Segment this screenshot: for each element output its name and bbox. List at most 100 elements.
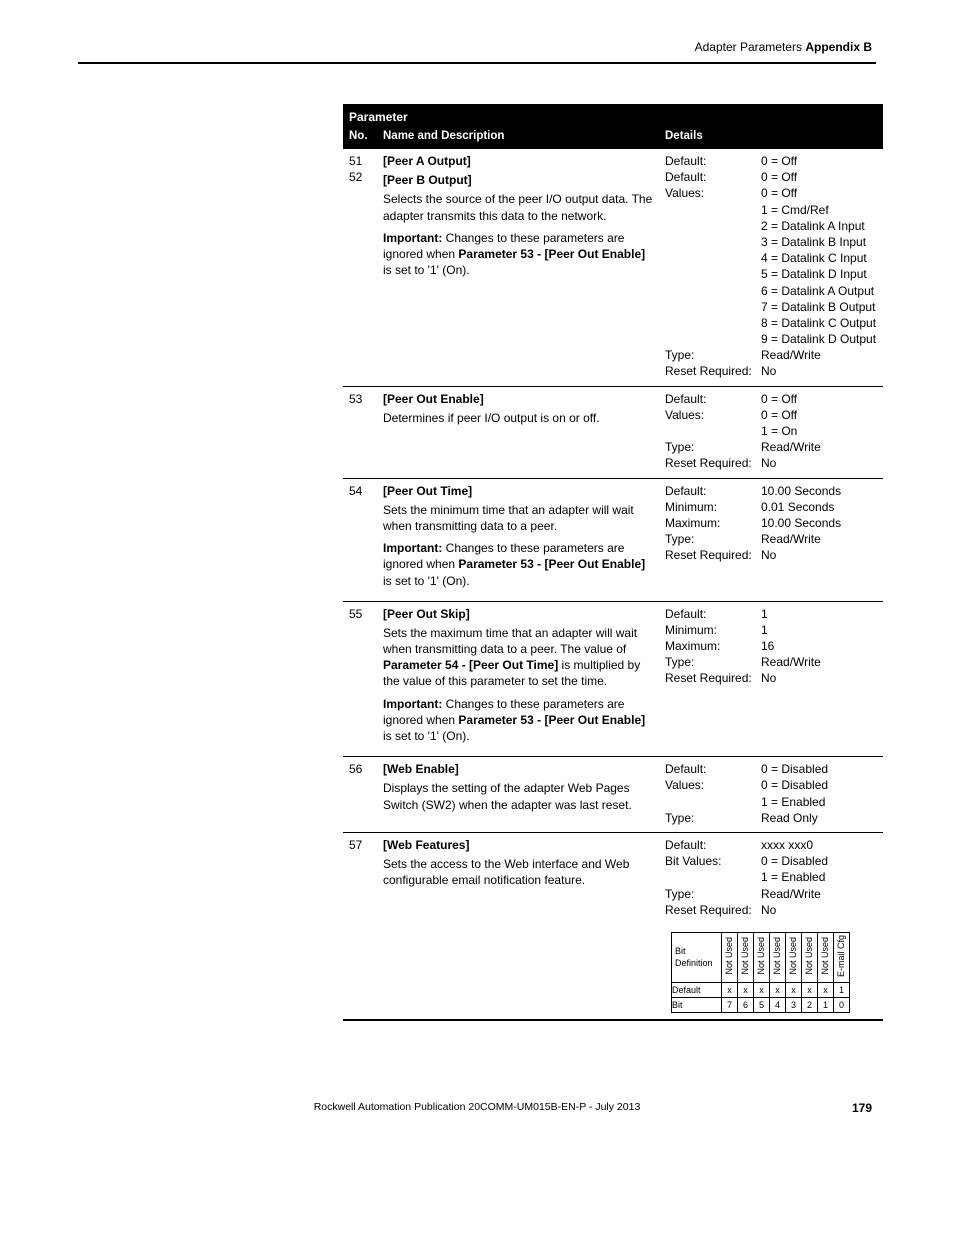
- table-header: Parameter: [343, 106, 883, 128]
- page-number: 179: [852, 1101, 872, 1115]
- detail-key: Type:: [665, 810, 761, 826]
- detail-key: Default:: [665, 606, 761, 622]
- detail-kv: Minimum:0.01 Seconds: [665, 499, 877, 515]
- param-important: Important: Changes to these parameters a…: [383, 540, 655, 589]
- page-footer: Rockwell Automation Publication 20COMM-U…: [78, 1101, 876, 1113]
- detail-kv: Type:Read/Write: [665, 439, 877, 455]
- detail-key: Values:: [665, 407, 761, 439]
- detail-value: 16: [761, 638, 877, 654]
- detail-kv: Type:Read/Write: [665, 531, 877, 547]
- detail-key: Default:: [665, 153, 761, 169]
- param-title: [Peer B Output]: [383, 172, 655, 188]
- page: Adapter Parameters Appendix B Parameter …: [0, 0, 954, 1153]
- table-row: 54[Peer Out Time]Sets the minimum time t…: [343, 478, 883, 601]
- detail-kv: Reset Required:No: [665, 455, 877, 471]
- detail-value: Read/Write: [761, 347, 877, 363]
- row-number: 56: [349, 761, 383, 826]
- row-name: [Peer A Output] [Peer B Output] Selects th…: [383, 153, 665, 380]
- detail-value: 0 = Off1 = Cmd/Ref2 = Datalink A Input3 …: [761, 185, 877, 347]
- param-title: [Peer Out Enable]: [383, 391, 655, 407]
- header-rule: [78, 62, 876, 64]
- footer-publication: Rockwell Automation Publication 20COMM-U…: [314, 1101, 641, 1113]
- detail-value: No: [761, 455, 877, 471]
- detail-key: Default:: [665, 169, 761, 185]
- row-name: [Peer Out Skip] Sets the maximum time tha…: [383, 606, 665, 751]
- table-row: 55[Peer Out Skip] Sets the maximum time t…: [343, 601, 883, 757]
- col-header-details: Details: [665, 130, 877, 142]
- param-title: [Web Features]: [383, 837, 655, 853]
- param-description: Sets the minimum time that an adapter wi…: [383, 502, 655, 534]
- param-important: Important: Changes to these parameters a…: [383, 696, 655, 745]
- row-number: 55: [349, 606, 383, 751]
- detail-value: 0 = Off: [761, 153, 877, 169]
- detail-key: Bit Values:: [665, 853, 761, 885]
- detail-key: Default:: [665, 837, 761, 853]
- param-title: [Peer A Output]: [383, 153, 655, 169]
- detail-kv: Type:Read/Write: [665, 347, 877, 363]
- detail-key: Minimum:: [665, 622, 761, 638]
- row-details: Default:0 = DisabledValues:0 = Disabled1…: [665, 761, 877, 826]
- param-description: Determines if peer I/O output is on or o…: [383, 410, 655, 426]
- detail-key: Maximum:: [665, 515, 761, 531]
- table-row: 5152[Peer A Output][Peer B Output]Select…: [343, 148, 883, 386]
- detail-value: No: [761, 902, 877, 918]
- param-description: Selects the source of the peer I/O outpu…: [383, 191, 655, 223]
- table-row: 53[Peer Out Enable]Determines if peer I/…: [343, 386, 883, 478]
- detail-key: Reset Required:: [665, 455, 761, 471]
- detail-key: Type:: [665, 347, 761, 363]
- detail-value: 0 = Disabled: [761, 761, 877, 777]
- detail-kv: Default:10.00 Seconds: [665, 483, 877, 499]
- row-name: [Web Enable] Displays the setting of the …: [383, 761, 665, 826]
- header-appendix: Appendix B: [805, 40, 872, 54]
- detail-value: Read/Write: [761, 886, 877, 902]
- col-header-name: Name and Description: [383, 130, 665, 142]
- col-header-no: No.: [349, 130, 383, 142]
- bit-table: BitDefinitionNot UsedNot UsedNot UsedNot…: [665, 932, 877, 1013]
- detail-value: 0 = Off1 = On: [761, 407, 877, 439]
- detail-value: 0 = Off: [761, 391, 877, 407]
- table-row: 57[Web Features]Sets the access to the W…: [343, 832, 883, 1019]
- detail-kv: Reset Required:No: [665, 547, 877, 563]
- table-subheader: No. Name and Description Details: [343, 128, 883, 148]
- detail-key: Reset Required:: [665, 547, 761, 563]
- detail-value: 0 = Disabled1 = Enabled: [761, 853, 877, 885]
- row-number: 57: [349, 837, 383, 1013]
- detail-kv: Type:Read/Write: [665, 886, 877, 902]
- detail-kv: Maximum:16: [665, 638, 877, 654]
- detail-kv: Reset Required:No: [665, 902, 877, 918]
- param-title: [Peer Out Skip]: [383, 606, 655, 622]
- detail-kv: Values:0 = Disabled1 = Enabled: [665, 777, 877, 809]
- detail-key: Reset Required:: [665, 670, 761, 686]
- detail-key: Default:: [665, 391, 761, 407]
- detail-kv: Minimum:1: [665, 622, 877, 638]
- param-title: [Web Enable]: [383, 761, 655, 777]
- detail-value: 0.01 Seconds: [761, 499, 877, 515]
- detail-kv: Default:xxxx xxx0: [665, 837, 877, 853]
- detail-value: 10.00 Seconds: [761, 483, 877, 499]
- detail-kv: Default:0 = Off: [665, 153, 877, 169]
- detail-key: Type:: [665, 531, 761, 547]
- detail-kv: Default:0 = Off: [665, 169, 877, 185]
- param-description: Sets the maximum time that an adapter wi…: [383, 625, 655, 690]
- detail-value: No: [761, 363, 877, 379]
- parameter-table: Parameter No. Name and Description Detai…: [343, 104, 883, 1021]
- row-details: Default:10.00 SecondsMinimum:0.01 Second…: [665, 483, 877, 595]
- detail-key: Type:: [665, 654, 761, 670]
- detail-key: Type:: [665, 886, 761, 902]
- row-name: [Peer Out Enable] Determines if peer I/O …: [383, 391, 665, 472]
- param-description: Displays the setting of the adapter Web …: [383, 780, 655, 812]
- detail-key: Type:: [665, 439, 761, 455]
- detail-kv: Default:0 = Disabled: [665, 761, 877, 777]
- detail-key: Values:: [665, 185, 761, 347]
- detail-key: Default:: [665, 483, 761, 499]
- detail-key: Minimum:: [665, 499, 761, 515]
- detail-value: Read/Write: [761, 439, 877, 455]
- detail-kv: Bit Values:0 = Disabled1 = Enabled: [665, 853, 877, 885]
- param-important: Important: Changes to these parameters a…: [383, 230, 655, 279]
- detail-value: 10.00 Seconds: [761, 515, 877, 531]
- detail-kv: Default:1: [665, 606, 877, 622]
- detail-key: Reset Required:: [665, 363, 761, 379]
- table-row: 56[Web Enable] Displays the setting of th…: [343, 756, 883, 832]
- row-details: Default:1Minimum:1Maximum:16Type:Read/Wr…: [665, 606, 877, 751]
- table-body: 5152[Peer A Output][Peer B Output]Select…: [343, 148, 883, 1019]
